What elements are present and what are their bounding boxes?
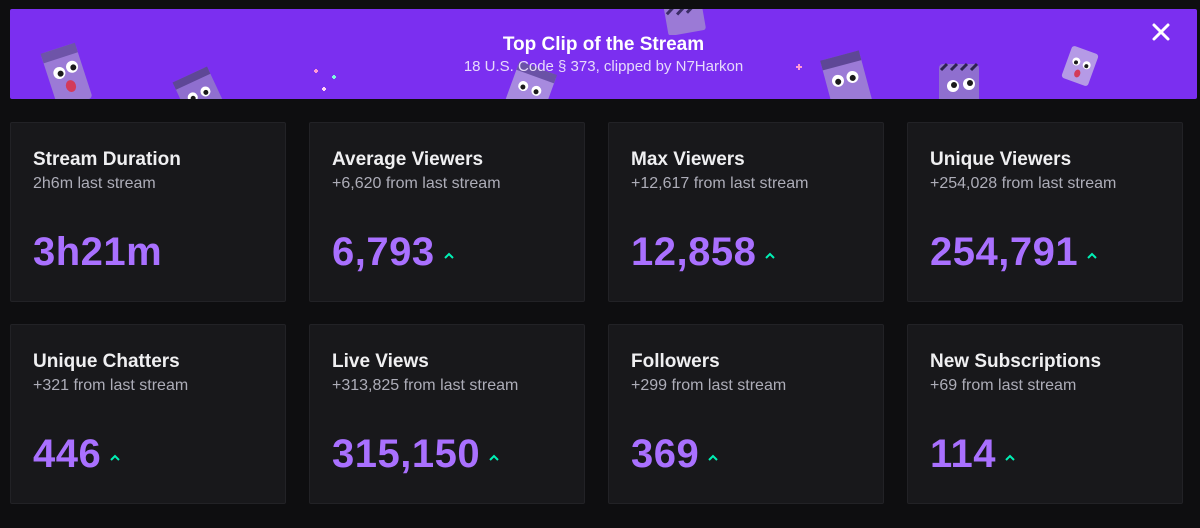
stat-title: Unique Viewers — [930, 149, 1072, 170]
close-icon[interactable] — [1149, 20, 1173, 44]
trend-up-icon — [708, 454, 718, 461]
mascot-emote-icon — [502, 61, 558, 99]
stat-card-live-views: Live Views +313,825 from last stream 315… — [309, 324, 585, 504]
trend-up-icon — [110, 454, 120, 461]
stat-comparison: +12,617 from last stream — [631, 175, 809, 192]
stat-card-new-subscriptions: New Subscriptions +69 from last stream 1… — [907, 324, 1183, 504]
stat-title: Max Viewers — [631, 149, 745, 170]
mascot-emote-icon — [1061, 46, 1099, 86]
stat-card-average-viewers: Average Viewers +6,620 from last stream … — [309, 122, 585, 302]
stat-card-unique-viewers: Unique Viewers +254,028 from last stream… — [907, 122, 1183, 302]
banner-subtitle[interactable]: 18 U.S. Code § 373, clipped by N7Harkon — [463, 58, 744, 75]
mascot-emote-icon — [664, 9, 706, 35]
stat-value: 315,150 — [332, 432, 481, 476]
stat-comparison: +6,620 from last stream — [332, 175, 501, 192]
stat-title: Followers — [631, 351, 720, 372]
stat-comparison: +299 from last stream — [631, 377, 787, 394]
banner-title: Top Clip of the Stream — [502, 34, 705, 55]
stat-value: 369 — [631, 432, 700, 476]
stat-value: 254,791 — [930, 230, 1079, 274]
stats-grid: Stream Duration 2h6m last stream 3h21m A… — [10, 122, 1198, 504]
stat-comparison: +313,825 from last stream — [332, 377, 519, 394]
mascot-emote-icon — [40, 42, 92, 99]
trend-up-icon — [1005, 454, 1015, 461]
mascot-emote-icon — [314, 69, 336, 91]
stat-value: 12,858 — [631, 230, 757, 274]
stat-title: Live Views — [332, 351, 429, 372]
stat-value: 446 — [33, 432, 102, 476]
top-clip-banner[interactable]: Top Clip of the Stream 18 U.S. Code § 37… — [10, 9, 1197, 99]
stat-card-max-viewers: Max Viewers +12,617 from last stream 12,… — [608, 122, 884, 302]
stat-title: Unique Chatters — [33, 351, 180, 372]
trend-up-icon — [489, 454, 499, 461]
trend-up-icon — [765, 252, 776, 259]
stat-value: 114 — [930, 432, 997, 476]
stat-card-unique-chatters: Unique Chatters +321 from last stream 44… — [10, 324, 286, 504]
trend-up-icon — [443, 252, 454, 259]
stat-comparison: +321 from last stream — [33, 377, 189, 394]
stat-title: New Subscriptions — [930, 351, 1102, 372]
stat-card-stream-duration: Stream Duration 2h6m last stream 3h21m — [10, 122, 286, 302]
stat-comparison: +69 from last stream — [930, 377, 1077, 394]
stat-comparison: +254,028 from last stream — [930, 175, 1117, 192]
trend-up-icon — [1087, 252, 1097, 259]
stat-card-followers: Followers +299 from last stream 369 — [608, 324, 884, 504]
stat-title: Stream Duration — [33, 149, 181, 170]
mascot-emote-icon — [172, 66, 227, 99]
stat-comparison: 2h6m last stream — [33, 175, 156, 192]
stat-value: 6,793 — [332, 230, 435, 274]
mascot-emote-icon — [796, 50, 873, 99]
mascot-emote-icon — [939, 62, 979, 99]
stat-value: 3h21m — [33, 230, 163, 274]
stat-title: Average Viewers — [332, 149, 484, 170]
